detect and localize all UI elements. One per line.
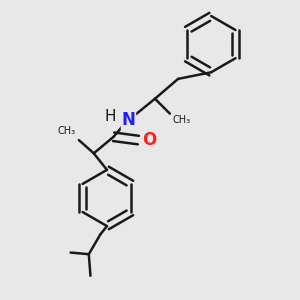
Text: O: O <box>142 131 157 149</box>
Text: N: N <box>122 111 135 129</box>
Text: CH₃: CH₃ <box>57 126 76 136</box>
Text: CH₃: CH₃ <box>172 115 190 125</box>
Text: H: H <box>104 110 116 124</box>
